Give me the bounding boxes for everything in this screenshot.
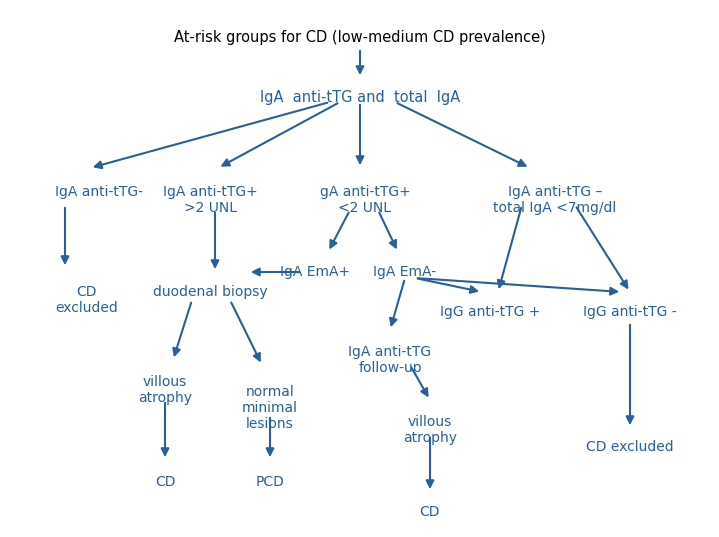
Text: IgA EmA+: IgA EmA+ — [280, 265, 350, 279]
Text: CD excluded: CD excluded — [586, 440, 674, 454]
Text: IgA anti-tTG+
>2 UNL: IgA anti-tTG+ >2 UNL — [162, 185, 257, 215]
Text: IgA anti-tTG
follow-up: IgA anti-tTG follow-up — [349, 345, 431, 375]
Text: CD: CD — [420, 505, 440, 519]
Text: IgA  anti-tTG and  total  IgA: IgA anti-tTG and total IgA — [260, 90, 460, 105]
Text: normal
minimal
lesions: normal minimal lesions — [242, 385, 298, 431]
Text: villous
atrophy: villous atrophy — [138, 375, 192, 405]
Text: CD
excluded: CD excluded — [55, 285, 118, 315]
Text: At-risk groups for CD (low-medium CD prevalence): At-risk groups for CD (low-medium CD pre… — [174, 30, 546, 45]
Text: PCD: PCD — [255, 475, 285, 489]
Text: CD: CD — [155, 475, 175, 489]
Text: IgG anti-tTG +: IgG anti-tTG + — [440, 305, 540, 319]
Text: duodenal biopsy: duodenal biopsy — [152, 285, 267, 299]
Text: IgG anti-tTG -: IgG anti-tTG - — [583, 305, 677, 319]
Text: IgA EmA-: IgA EmA- — [373, 265, 436, 279]
Text: IgA anti-tTG –
total IgA <7mg/dl: IgA anti-tTG – total IgA <7mg/dl — [493, 185, 617, 215]
Text: IgA anti-tTG-: IgA anti-tTG- — [55, 185, 143, 199]
Text: gA anti-tTG+
<2 UNL: gA anti-tTG+ <2 UNL — [320, 185, 411, 215]
Text: villous
atrophy: villous atrophy — [403, 415, 457, 445]
